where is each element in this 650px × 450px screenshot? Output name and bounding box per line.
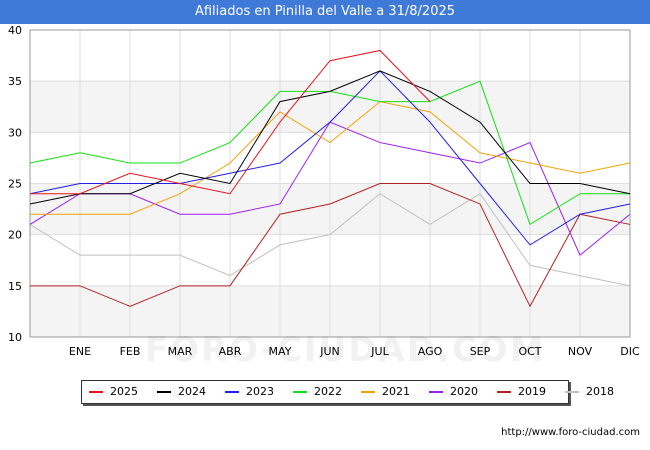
y-tick-label: 20 [8, 229, 22, 242]
legend-swatch [225, 391, 239, 393]
x-tick-label: JUL [370, 345, 389, 358]
watermark: FORO-CIUDAD.COM [145, 330, 546, 370]
x-tick-label: AGO [418, 345, 443, 358]
x-tick-label: MAY [269, 345, 292, 358]
series-line-2018 [29, 193, 631, 287]
legend-label: 2022 [314, 385, 342, 398]
y-tick-label: 35 [8, 75, 22, 88]
x-tick-label: OCT [518, 345, 541, 358]
legend-label: 2024 [178, 385, 206, 398]
x-tick-labels: ENE FEB MAR ABR MAY JUN JUL AGO SEP OCT NOV DIC [69, 345, 640, 358]
x-tick-label: ABR [219, 345, 242, 358]
legend-label: 2019 [518, 385, 546, 398]
y-tick-label: 15 [8, 280, 22, 293]
y-tick-label: 25 [8, 178, 22, 191]
legend-swatch [565, 391, 579, 393]
chart-legend: 2025 2024 2023 2022 2021 2020 2019 2018 [81, 380, 614, 404]
legend-label: 2025 [110, 385, 138, 398]
legend-swatch [497, 391, 511, 393]
chart-title: Afiliados en Pinilla del Valle a 31/8/20… [194, 4, 456, 19]
x-tick-label: ENE [69, 345, 91, 358]
legend-swatch [429, 391, 443, 393]
x-tick-label: DIC [620, 345, 640, 358]
y-tick-label: 30 [8, 126, 22, 139]
y-tick-label: 40 [8, 24, 22, 37]
plot-frame [29, 29, 631, 338]
series-line-2023 [29, 70, 631, 246]
legend-label: 2020 [450, 385, 478, 398]
y-tick-labels: 10 15 20 25 30 35 40 [8, 24, 22, 344]
x-tick-label: JUN [319, 345, 340, 358]
x-tick-label: NOV [568, 345, 593, 358]
x-tick-label: MAR [168, 345, 193, 358]
series-line-2021 [30, 101, 631, 215]
chart-axes [29, 29, 631, 338]
title-bar: Afiliados en Pinilla del Valle a 31/8/20… [0, 0, 650, 24]
legend-swatch [157, 391, 171, 393]
x-tick-label: SEP [470, 345, 491, 358]
series-lines [29, 49, 631, 308]
x-tick-label: FEB [120, 345, 141, 358]
footer-url[interactable]: http://www.foro-ciudad.com [501, 427, 640, 438]
legend-label: 2023 [246, 385, 274, 398]
series-line-2024 [29, 70, 631, 205]
series-line-2025 [30, 49, 431, 195]
y-tick-label: 10 [8, 331, 22, 344]
legend-label: 2018 [586, 385, 614, 398]
legend-label: 2021 [382, 385, 410, 398]
series-line-2019 [30, 183, 631, 308]
legend-swatch [361, 391, 375, 393]
legend-swatch [293, 391, 307, 393]
legend-swatch [89, 391, 103, 393]
